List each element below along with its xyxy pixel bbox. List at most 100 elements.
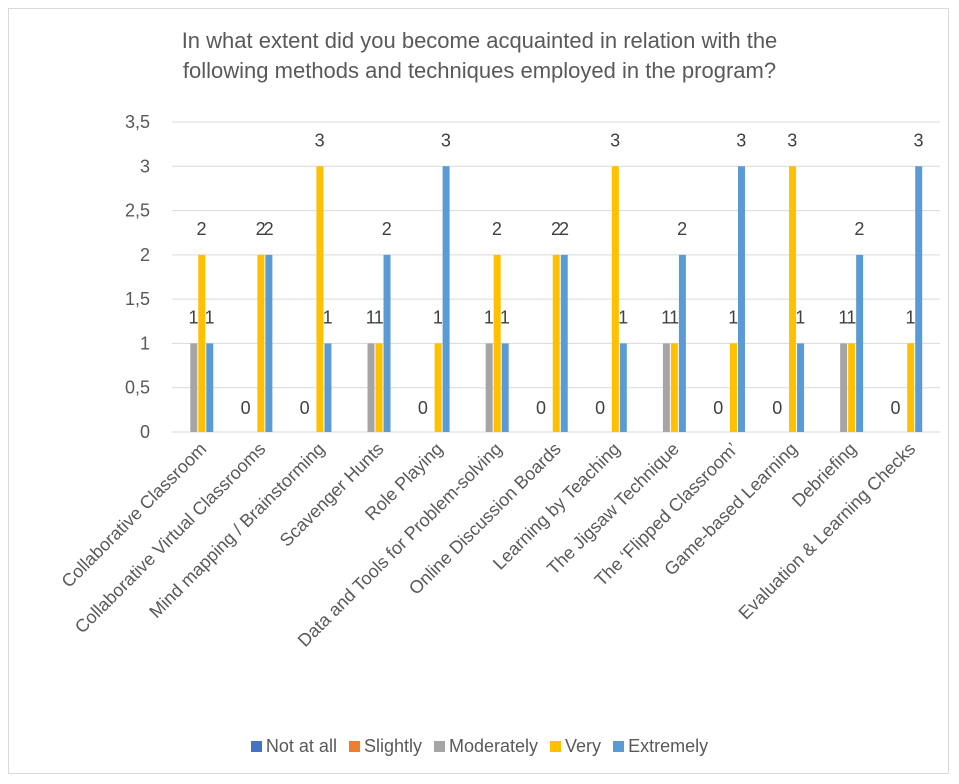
bar [206, 343, 214, 432]
legend-swatch [550, 741, 562, 752]
chart-title: In what extent did you become acquainted… [0, 26, 959, 86]
bar [501, 343, 509, 432]
bar [552, 254, 560, 432]
legend-label: Slightly [363, 736, 422, 756]
bar [324, 343, 332, 432]
data-label: 2 [197, 219, 207, 239]
data-label: 2 [256, 219, 266, 239]
legend-item: Not at all [250, 736, 337, 757]
data-label: 1 [905, 307, 915, 327]
data-label: 1 [433, 307, 443, 327]
legend-label: Extremely [628, 736, 709, 756]
data-label: 1 [618, 307, 628, 327]
y-tick-label: 2,5 [125, 201, 150, 221]
bar [619, 343, 627, 432]
data-label: 2 [264, 219, 274, 239]
legend-item: Extremely [613, 736, 708, 757]
bar [840, 343, 848, 432]
data-label: 2 [551, 219, 561, 239]
bar [367, 343, 375, 432]
data-label: 3 [315, 130, 325, 150]
data-label: 3 [736, 130, 746, 150]
bar [442, 166, 450, 433]
data-label: 0 [536, 398, 546, 418]
y-tick-label: 0 [140, 422, 150, 442]
data-label: 0 [890, 398, 900, 418]
bars [190, 166, 923, 433]
data-label: 2 [559, 219, 569, 239]
y-tick-label: 1 [140, 333, 150, 353]
legend-swatch [433, 741, 445, 752]
data-label: 1 [366, 307, 376, 327]
y-axis-ticks: 0 0,5 1 1,5 2 2,5 3 3,5 [125, 112, 150, 442]
legend-label: Moderately [448, 736, 539, 756]
data-label: 0 [241, 398, 251, 418]
legend-label: Not at all [265, 736, 337, 756]
data-label: 1 [669, 307, 679, 327]
legend-item: Moderately [433, 736, 539, 757]
data-label: 1 [323, 307, 333, 327]
data-label: 2 [492, 219, 502, 239]
data-label: 0 [595, 398, 605, 418]
bar [316, 166, 324, 433]
bar [670, 343, 678, 432]
bar [662, 343, 670, 432]
data-label: 1 [838, 307, 848, 327]
bar [375, 343, 383, 432]
bar [737, 166, 745, 433]
legend-swatch [250, 741, 262, 752]
data-label: 3 [441, 130, 451, 150]
bar [789, 166, 797, 433]
data-label: 1 [728, 307, 738, 327]
bar [257, 254, 265, 432]
legend-item: Slightly [348, 736, 422, 757]
bar [848, 343, 856, 432]
legend: Not at all Slightly Moderately Very Extremel… [0, 736, 959, 757]
legend-swatch [348, 741, 360, 752]
legend-item: Very [550, 736, 601, 757]
bar [265, 254, 273, 432]
data-label: 1 [374, 307, 384, 327]
data-label: 1 [189, 307, 199, 327]
bar [915, 166, 923, 433]
bar [198, 254, 206, 432]
data-label: 1 [846, 307, 856, 327]
data-label: 2 [677, 219, 687, 239]
y-tick-label: 3,5 [125, 112, 150, 132]
data-label: 1 [484, 307, 494, 327]
data-label: 3 [913, 130, 923, 150]
bar [434, 343, 442, 432]
bar [797, 343, 805, 432]
y-tick-label: 0,5 [125, 378, 150, 398]
data-label: 0 [300, 398, 310, 418]
bar [560, 254, 568, 432]
data-label: 1 [205, 307, 215, 327]
chart-title-line-1: In what extent did you become acquainted… [181, 28, 778, 53]
data-label: 1 [661, 307, 671, 327]
data-label: 2 [854, 219, 864, 239]
bar [190, 343, 198, 432]
bar [493, 254, 501, 432]
bar [907, 343, 915, 432]
y-tick-label: 1,5 [125, 289, 150, 309]
data-label: 3 [610, 130, 620, 150]
bar [611, 166, 619, 433]
bar [678, 254, 686, 432]
data-label: 0 [713, 398, 723, 418]
bar [485, 343, 493, 432]
category-label: Scavenger Hunts [276, 439, 388, 551]
data-label: 3 [787, 130, 797, 150]
y-tick-label: 2 [140, 245, 150, 265]
data-label: 0 [418, 398, 428, 418]
data-label: 1 [500, 307, 510, 327]
data-label: 1 [795, 307, 805, 327]
chart-title-line-2: following methods and techniques employe… [182, 58, 777, 83]
bar [856, 254, 864, 432]
legend-label: Very [565, 736, 602, 756]
data-label: 2 [382, 219, 392, 239]
data-label: 0 [772, 398, 782, 418]
bar [729, 343, 737, 432]
